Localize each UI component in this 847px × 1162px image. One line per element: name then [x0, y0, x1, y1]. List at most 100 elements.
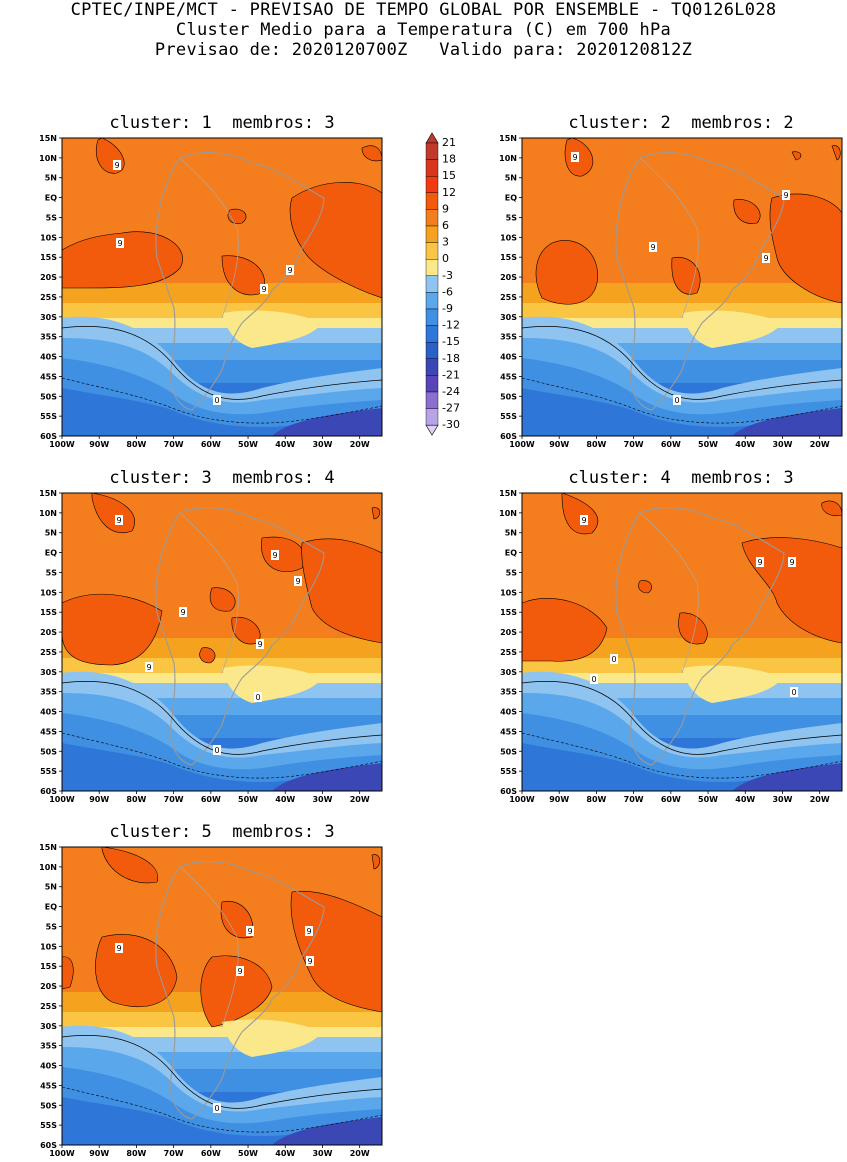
lat-label: 10N	[499, 509, 517, 518]
negative-contour	[61, 1086, 383, 1133]
lat-label: 60S	[40, 787, 57, 796]
warm-blob-0	[561, 492, 599, 535]
lon-label: 90W	[549, 440, 569, 449]
warm-blob-5	[831, 145, 841, 161]
lon-label: 70W	[624, 795, 644, 804]
lat-label: 10N	[499, 154, 517, 163]
lat-label: 55S	[40, 1121, 57, 1130]
lat-label: 25S	[500, 293, 517, 302]
colorbar-label: -6	[442, 285, 453, 298]
panel-title-3: cluster: 3 membros: 4	[109, 468, 335, 488]
contour-label: 9	[649, 242, 657, 252]
contour-label: 9	[762, 253, 770, 263]
lat-label: 5N	[45, 174, 57, 183]
contour-label-bg	[256, 639, 264, 649]
contour-label-bg	[213, 1103, 221, 1113]
contour-label-bg	[571, 152, 579, 162]
lat-label: 60S	[40, 432, 57, 441]
coldest-region	[272, 408, 382, 436]
coastline	[155, 861, 325, 1120]
panel-title-1: cluster: 1 membros: 3	[109, 113, 335, 133]
lon-label: 50W	[698, 795, 718, 804]
colorbar-label: -18	[442, 352, 460, 365]
lat-label: 10S	[40, 233, 57, 242]
plot-frame	[61, 846, 383, 1146]
lat-label: 5S	[46, 922, 58, 931]
contour-label-bg	[306, 956, 314, 966]
plot-frame	[521, 137, 843, 437]
contour-label: 9	[271, 550, 279, 560]
contour-label-text: 9	[272, 551, 277, 560]
negative-contour	[61, 732, 383, 779]
country-borders	[639, 157, 699, 319]
header-line-3: Previsao de: 2020120700Z Valido para: 20…	[154, 40, 693, 60]
warm-blob-6	[791, 151, 802, 161]
colorbar-label: -27	[442, 402, 460, 415]
contour-label-text: 9	[116, 944, 121, 953]
lon-label: 60W	[661, 795, 681, 804]
contour-label-bg	[610, 654, 618, 664]
map-svg-2: 9 9 9 9 0 15N 10N 5N EQ 5S 10S 15S 20S 25S 30S 35S 40S 45…	[499, 134, 843, 449]
header-line-1: CPTEC/INPE/MCT - PREVISAO DE TEMPO GLOBA…	[70, 0, 777, 20]
contour-label: 0	[213, 395, 221, 405]
coldest-region	[272, 1117, 382, 1145]
contour-label-bg	[756, 557, 764, 567]
yellow-tongue	[222, 665, 322, 703]
lon-label: 20W	[810, 795, 830, 804]
colorbar-label: -30	[442, 418, 460, 431]
coastline	[155, 152, 325, 411]
lon-label: 100W	[509, 440, 535, 449]
lat-label: 25S	[40, 648, 57, 657]
lat-label: 5N	[505, 174, 517, 183]
lon-label: 20W	[350, 1149, 370, 1158]
lat-label: 50S	[40, 1101, 57, 1110]
lat-label: 40S	[40, 1062, 57, 1071]
lat-label: 15S	[40, 253, 57, 262]
contour-label-text: 9	[247, 927, 252, 936]
lat-label: 5N	[45, 883, 57, 892]
lat-label: 45S	[40, 1081, 57, 1090]
lat-label: 25S	[40, 293, 57, 302]
contour-label: 0	[213, 745, 221, 755]
colorbar-label: 15	[442, 169, 456, 182]
colorbar-segment	[425, 176, 439, 194]
contour-label-text: 9	[287, 266, 292, 275]
yellow-tongue	[682, 310, 782, 348]
lon-label: 60W	[661, 440, 681, 449]
contour-label-text: 9	[757, 558, 762, 567]
colorbar-segment	[425, 209, 439, 227]
lat-label: 45S	[500, 727, 517, 736]
warm-blob-3	[290, 890, 383, 1013]
contour-label-bg	[286, 265, 294, 275]
lon-label: 100W	[509, 795, 535, 804]
panel-title-4: cluster: 4 membros: 3	[568, 468, 794, 488]
warm-blob-4	[209, 587, 236, 612]
map-panel-5: 9 9 9 9 9 0 15N 10N 5N EQ 5S 10S 15S 20S 25S 30S 35S 40S 4…	[0, 843, 384, 1162]
lat-label: 20S	[500, 273, 517, 282]
lat-label: 20S	[40, 273, 57, 282]
lon-label: 90W	[89, 440, 109, 449]
colorbar-segment	[425, 308, 439, 326]
colorbar-segment	[425, 408, 439, 426]
lon-label: 80W	[586, 440, 606, 449]
country-borders	[639, 512, 699, 674]
colorbar-label: 18	[442, 153, 456, 166]
lat-label: 30S	[40, 1022, 57, 1031]
contour-label: 9	[256, 639, 264, 649]
lon-label: 60W	[201, 1149, 221, 1158]
lat-label: EQ	[45, 903, 57, 912]
panel-title-2: cluster: 2 membros: 2	[568, 113, 794, 133]
lon-label: 30W	[772, 795, 792, 804]
panel-title-5: cluster: 5 membros: 3	[109, 822, 335, 842]
negative-contour	[521, 732, 843, 779]
coldest-region	[732, 763, 842, 791]
lat-label: 5S	[506, 213, 518, 222]
warm-blob-0	[91, 492, 135, 533]
contour-label-bg	[116, 238, 124, 248]
colorbar: 21 18 15 12 9 6 3 0 -3 -6 -9 -12 -15 -18 -21 -24 -27 -30	[424, 132, 470, 443]
colorbar-segment	[425, 192, 439, 210]
lat-label: 5S	[46, 568, 58, 577]
lat-label: 20S	[40, 982, 57, 991]
lat-label: 15N	[499, 489, 517, 498]
lon-label: 100W	[49, 440, 75, 449]
